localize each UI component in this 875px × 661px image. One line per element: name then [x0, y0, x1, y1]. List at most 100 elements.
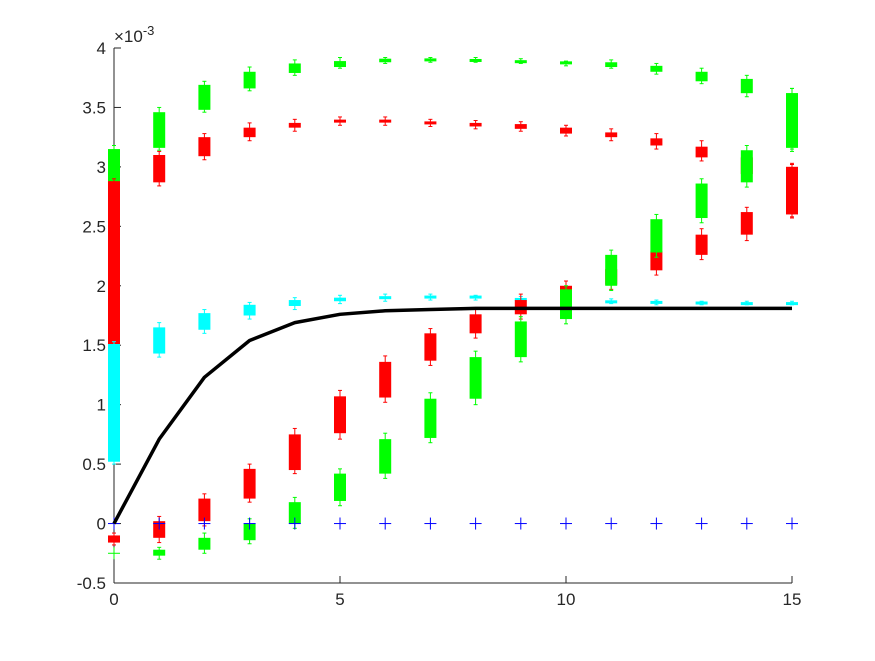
box [379, 439, 392, 474]
plus-marker [243, 517, 256, 530]
plus-marker [605, 517, 618, 530]
y-tick-label: 3 [97, 158, 106, 177]
x-tick-label: 5 [335, 590, 344, 609]
box [379, 361, 392, 398]
box [424, 398, 437, 438]
box [379, 119, 392, 123]
box [243, 127, 256, 138]
plus-markers [108, 517, 798, 560]
box [786, 302, 798, 306]
box [650, 300, 663, 304]
y-tick-label: 2.5 [82, 217, 106, 236]
plus-marker [288, 517, 301, 530]
box [695, 71, 708, 82]
black-line-series [112, 306, 792, 525]
box [424, 121, 437, 125]
box [650, 251, 663, 271]
plus-marker [560, 517, 572, 530]
box [650, 219, 663, 253]
box [740, 78, 753, 94]
plus-marker [198, 517, 211, 530]
y-tick-label: 1.5 [82, 336, 106, 355]
box [334, 473, 346, 501]
box [379, 296, 392, 300]
x-tick-label: 10 [557, 590, 576, 609]
box [605, 62, 618, 68]
box [334, 297, 346, 302]
box-group-1 [108, 116, 798, 347]
box [695, 301, 708, 305]
box [334, 396, 346, 434]
plus-marker [424, 517, 437, 530]
plus-marker [379, 517, 392, 530]
box [514, 124, 527, 129]
box [695, 183, 708, 219]
box [108, 344, 120, 462]
x-tick-label: 0 [109, 590, 118, 609]
box [514, 321, 527, 358]
line-series [112, 306, 792, 525]
box [288, 300, 301, 306]
y-tick-label: 4 [97, 39, 106, 58]
box [469, 122, 482, 127]
box [153, 155, 166, 183]
box [334, 61, 346, 68]
box [605, 254, 618, 286]
box [334, 119, 346, 123]
plus-marker [786, 517, 798, 530]
box [469, 58, 482, 62]
plus-marker [514, 517, 527, 530]
box-groups [108, 57, 798, 560]
tick-labels: 0 5 10 15-0.500.511.522.533.54×10-3 [77, 23, 802, 609]
y-tick-label: 1 [97, 396, 106, 415]
box [650, 138, 663, 146]
box [198, 537, 211, 550]
box [650, 65, 663, 72]
box [153, 327, 166, 354]
box [198, 137, 211, 157]
y-tick-label: 2 [97, 277, 106, 296]
box [469, 314, 482, 334]
plus-marker [153, 517, 166, 530]
box [198, 498, 211, 522]
box [424, 295, 437, 299]
plus-marker [650, 517, 663, 530]
plus-marker [469, 517, 482, 530]
box [379, 58, 392, 63]
box-group-4 [153, 87, 798, 560]
box [288, 434, 301, 471]
plus-marker [108, 547, 120, 560]
box [153, 549, 166, 556]
box [740, 302, 753, 306]
box-group-2 [108, 293, 798, 465]
box [695, 234, 708, 255]
box [560, 289, 572, 320]
y-exponent-label: ×10-3 [114, 23, 154, 46]
box [469, 357, 482, 399]
plus-marker [740, 517, 753, 530]
axes [113, 47, 793, 584]
box [786, 93, 798, 148]
box [560, 61, 572, 65]
box [108, 149, 120, 185]
y-exponent-power: -3 [143, 23, 155, 38]
box [424, 333, 437, 361]
box [288, 63, 301, 73]
plus-marker [334, 517, 346, 530]
box [108, 535, 120, 543]
box [605, 132, 618, 138]
box [605, 300, 618, 304]
box [243, 71, 256, 89]
box [198, 313, 211, 330]
box [243, 523, 256, 541]
y-tick-label: -0.5 [77, 574, 106, 593]
y-tick-label: 3.5 [82, 98, 106, 117]
box-group-0 [108, 57, 798, 188]
y-tick-label: 0 [97, 515, 106, 534]
box [740, 212, 753, 235]
box [288, 502, 301, 524]
box [424, 58, 437, 62]
box [243, 468, 256, 499]
